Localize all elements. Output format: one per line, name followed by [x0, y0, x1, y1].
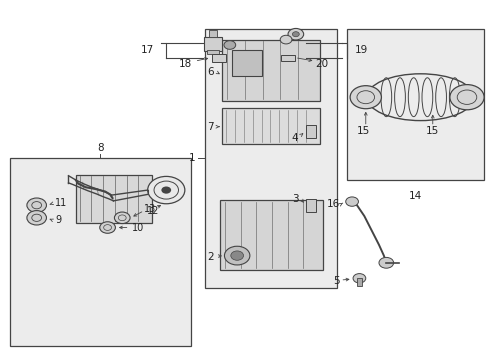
Text: 6: 6 — [206, 67, 213, 77]
Circle shape — [280, 35, 291, 44]
Bar — [356, 278, 361, 286]
Circle shape — [292, 32, 299, 37]
Bar — [222, 40, 320, 101]
Circle shape — [224, 41, 235, 49]
Text: 5: 5 — [332, 276, 339, 286]
Circle shape — [27, 198, 46, 212]
Bar — [305, 125, 316, 138]
Text: 11: 11 — [55, 198, 67, 208]
Bar — [205, 29, 337, 288]
Circle shape — [224, 246, 249, 265]
Text: 15: 15 — [425, 126, 439, 136]
Circle shape — [27, 211, 46, 225]
Text: 17: 17 — [141, 45, 154, 55]
Text: 1: 1 — [188, 153, 195, 163]
Bar — [220, 200, 322, 270]
Circle shape — [114, 212, 130, 224]
Bar — [203, 37, 221, 51]
Text: 15: 15 — [356, 126, 369, 136]
Bar — [346, 29, 483, 180]
Text: 20: 20 — [315, 59, 328, 69]
Text: 7: 7 — [206, 122, 213, 132]
Bar — [232, 50, 261, 76]
Bar — [305, 199, 316, 212]
Text: 9: 9 — [55, 215, 61, 225]
Text: 8: 8 — [97, 143, 103, 153]
Text: 12: 12 — [146, 206, 159, 216]
Text: 13: 13 — [144, 204, 156, 214]
Bar — [222, 108, 320, 144]
Text: 3: 3 — [291, 194, 298, 204]
Text: 10: 10 — [132, 222, 144, 233]
Bar — [281, 55, 294, 61]
Text: 16: 16 — [326, 199, 339, 210]
Circle shape — [100, 222, 115, 233]
Circle shape — [345, 197, 358, 206]
Text: 18: 18 — [178, 59, 191, 69]
Circle shape — [352, 274, 365, 283]
Circle shape — [449, 85, 483, 110]
Circle shape — [349, 86, 381, 109]
Circle shape — [161, 186, 171, 194]
Circle shape — [287, 28, 303, 40]
Text: 4: 4 — [291, 132, 298, 143]
Bar — [206, 50, 218, 54]
Circle shape — [378, 257, 393, 268]
Text: 19: 19 — [354, 45, 367, 55]
Circle shape — [147, 176, 184, 204]
Bar — [76, 175, 151, 223]
Circle shape — [230, 251, 243, 260]
Bar — [208, 30, 216, 37]
Text: 2: 2 — [206, 252, 213, 262]
Bar — [10, 158, 190, 346]
Text: 14: 14 — [408, 191, 422, 201]
Bar — [211, 54, 226, 62]
